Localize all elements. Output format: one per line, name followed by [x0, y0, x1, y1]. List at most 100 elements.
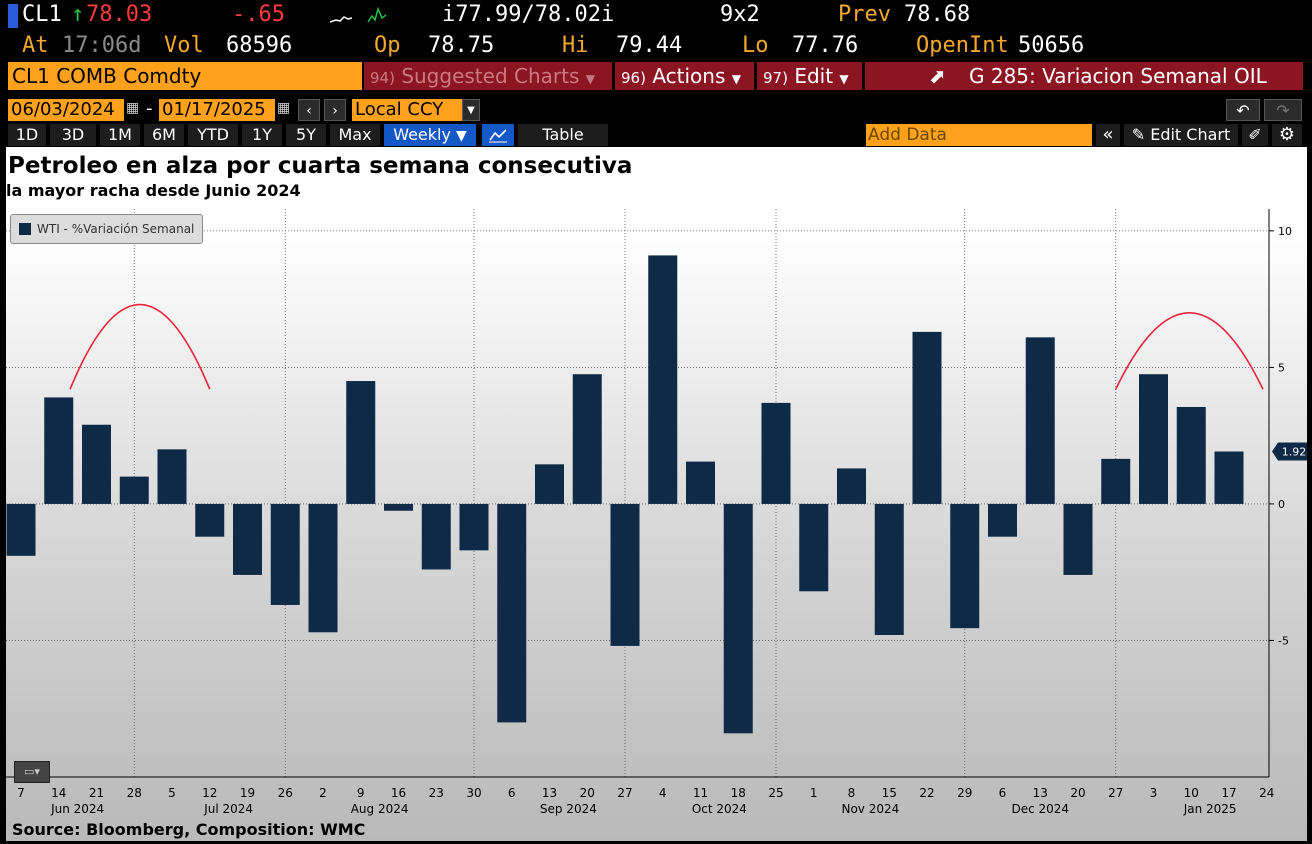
x-tick-label: 27	[1108, 786, 1123, 800]
x-tick-label: 12	[202, 786, 217, 800]
bar	[610, 503, 640, 646]
bar	[44, 397, 74, 504]
end-date-input[interactable]: 01/17/2025	[159, 99, 275, 121]
x-tick-label: 26	[278, 786, 293, 800]
actions-num: 96)	[621, 69, 646, 87]
prev-value: 78.68	[904, 2, 971, 27]
suggested-charts-label: Suggested Charts	[401, 64, 580, 88]
calendar-icon[interactable]: ▦	[277, 100, 291, 116]
x-tick-label: 27	[617, 786, 632, 800]
x-tick-label: 7	[17, 786, 25, 800]
bar	[233, 503, 262, 575]
bar	[308, 503, 338, 633]
at-label: At	[22, 33, 49, 58]
bar	[421, 503, 451, 570]
bar	[686, 461, 715, 504]
chart-title: Petroleo en alza por cuarta semana conse…	[8, 153, 633, 179]
open-value: 78.75	[428, 33, 495, 58]
next-period-button[interactable]: ›	[324, 99, 346, 121]
x-tick-label: 13	[1033, 786, 1048, 800]
pencil-icon: ✎	[1131, 125, 1146, 144]
bar	[346, 381, 376, 504]
low-label: Lo	[742, 33, 769, 58]
x-tick-label: 13	[542, 786, 557, 800]
actions-button[interactable]: 96) Actions ▼	[615, 62, 754, 90]
x-tick-label: 22	[919, 786, 934, 800]
bar	[195, 503, 225, 537]
bar	[572, 374, 602, 504]
edit-button[interactable]: 97) Edit ▼	[757, 62, 862, 90]
range-max[interactable]: Max	[330, 124, 380, 146]
annotate-icon[interactable]: ✐	[1242, 124, 1268, 146]
x-tick-label: 5	[168, 786, 176, 800]
last-price: 78.03	[86, 2, 153, 27]
range-5y[interactable]: 5Y	[286, 124, 326, 146]
bar	[497, 503, 527, 723]
line-chart-icon[interactable]	[482, 124, 514, 146]
ticker[interactable]: CL1	[22, 2, 62, 27]
gear-icon[interactable]: ⚙	[1272, 124, 1302, 146]
bar	[837, 468, 866, 504]
x-tick-label: 10	[1184, 786, 1199, 800]
chevron-down-icon[interactable]: ▼	[462, 99, 480, 121]
x-tick-label: 6	[999, 786, 1007, 800]
chart-title-bar[interactable]: ⬈ G 285: Variacion Semanal OIL	[865, 62, 1303, 90]
bar	[1139, 374, 1168, 504]
external-link-icon: ⬈	[929, 64, 946, 88]
redo-icon[interactable]: ↷	[1264, 99, 1302, 121]
high-value: 79.44	[616, 33, 683, 58]
bar	[119, 476, 149, 504]
bar	[1025, 337, 1055, 504]
vol-value: 68596	[226, 33, 293, 58]
period-select[interactable]: Weekly ▼	[384, 124, 476, 146]
x-tick-label: 29	[957, 786, 972, 800]
chart-type-toggle-icon[interactable]: ▭▾	[14, 761, 50, 783]
x-tick-label: 4	[659, 786, 667, 800]
trend-arc	[1115, 312, 1264, 390]
prev-period-button[interactable]: ‹	[298, 99, 320, 121]
x-tick-label: 18	[731, 786, 746, 800]
range-6m[interactable]: 6M	[144, 124, 184, 146]
table-button[interactable]: Table	[518, 124, 608, 146]
chart-name: G 285: Variacion Semanal OIL	[969, 64, 1267, 88]
range-1y[interactable]: 1Y	[242, 124, 282, 146]
month-label: Dec 2024	[1011, 802, 1069, 816]
calendar-icon[interactable]: ▦	[126, 100, 140, 116]
open-interest-label: OpenInt	[916, 33, 1009, 58]
currency-select[interactable]: Local CCY	[352, 99, 462, 121]
range-1d[interactable]: 1D	[8, 124, 46, 146]
security-field[interactable]: CL1 COMB Comdty	[8, 62, 362, 90]
start-date-input[interactable]: 06/03/2024	[8, 99, 124, 121]
month-label: Oct 2024	[692, 802, 747, 816]
bar	[761, 402, 791, 504]
last-value-tag	[1272, 442, 1307, 461]
x-tick-label: 25	[768, 786, 783, 800]
undo-icon[interactable]: ↶	[1226, 99, 1260, 121]
month-label: Aug 2024	[351, 802, 409, 816]
collapse-icon[interactable]: «	[1096, 124, 1120, 146]
range-3d[interactable]: 3D	[50, 124, 96, 146]
high-label: Hi	[562, 33, 589, 58]
x-tick-label: 19	[240, 786, 255, 800]
x-tick-label: 30	[466, 786, 481, 800]
edit-chart-button[interactable]: ✎ Edit Chart	[1124, 124, 1238, 146]
range-1m[interactable]: 1M	[100, 124, 140, 146]
range-ytd[interactable]: YTD	[188, 124, 238, 146]
bar	[384, 503, 413, 511]
low-value: 77.76	[792, 33, 859, 58]
legend-swatch	[19, 223, 31, 235]
ticker-marker	[8, 4, 18, 28]
x-tick-label: 1	[810, 786, 818, 800]
chevron-down-icon: ▼	[839, 72, 849, 86]
bar	[157, 449, 187, 504]
month-label: Jan 2025	[1183, 802, 1237, 816]
add-data-input[interactable]: Add Data	[866, 124, 1092, 146]
legend[interactable]: WTI - %Variación Semanal	[10, 214, 204, 244]
x-tick-label: 20	[1070, 786, 1085, 800]
x-tick-label: 11	[693, 786, 708, 800]
suggested-charts-button[interactable]: 94) Suggested Charts ▼	[364, 62, 612, 90]
suggested-charts-num: 94)	[370, 69, 395, 87]
chart-panel: Petroleo en alza por cuarta semana conse…	[6, 147, 1307, 841]
x-tick-label: 16	[391, 786, 406, 800]
x-tick-label: 21	[89, 786, 104, 800]
